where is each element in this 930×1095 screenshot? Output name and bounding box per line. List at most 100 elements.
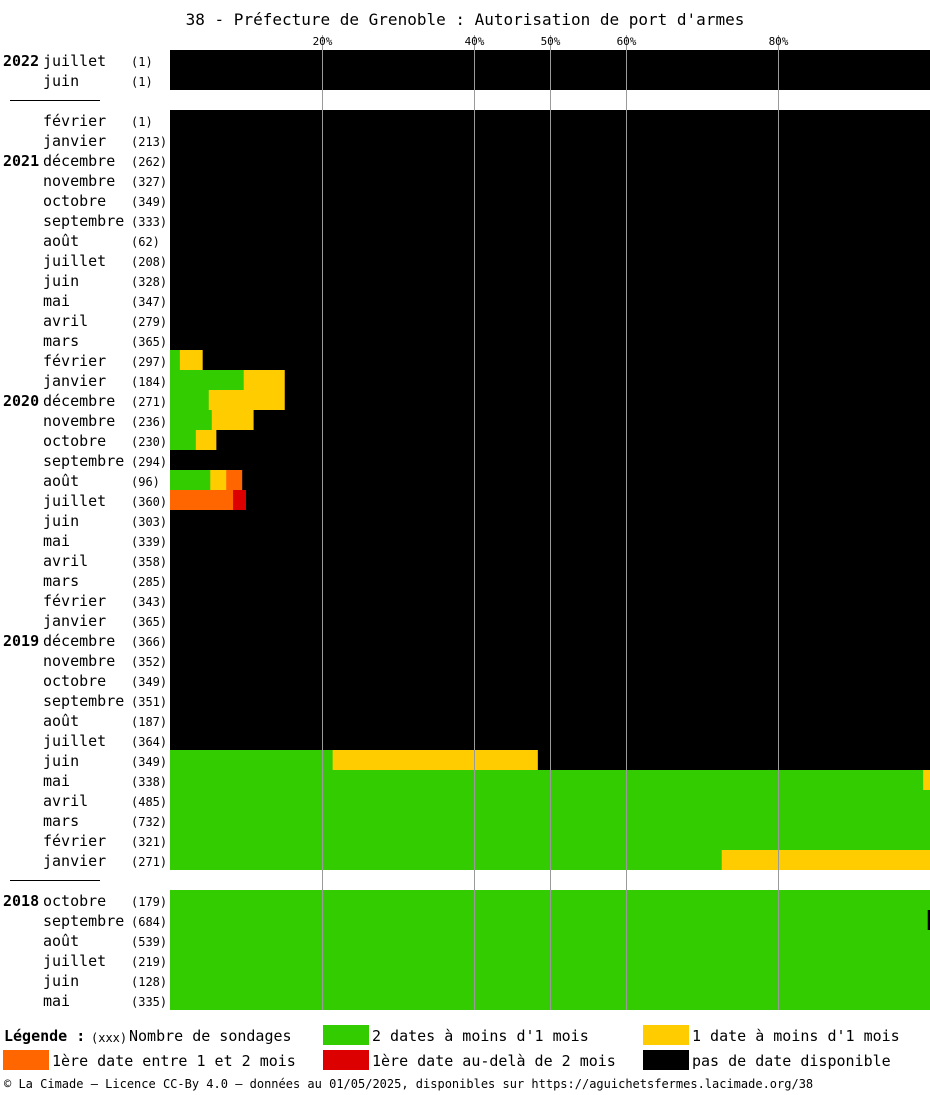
month-label: décembre <box>43 392 115 410</box>
legend-label-green: 2 dates à moins d'1 mois <box>372 1027 589 1045</box>
count-label: (62) <box>131 235 160 249</box>
count-label: (365) <box>131 335 167 349</box>
bar-segment-green <box>170 850 723 870</box>
bar-segment-yellow <box>208 390 286 410</box>
x-tick-label: 80% <box>769 35 789 48</box>
bar-segment-orange <box>170 490 234 510</box>
count-label: (294) <box>131 455 167 469</box>
month-label: juin <box>43 512 79 530</box>
x-tick-label: 40% <box>465 35 485 48</box>
month-label: février <box>43 592 106 610</box>
month-label: septembre <box>43 912 124 930</box>
bar-segment-red <box>233 490 247 510</box>
count-label: (485) <box>131 795 167 809</box>
count-label: (327) <box>131 175 167 189</box>
count-label: (179) <box>131 895 167 909</box>
bar-segment-yellow <box>195 430 217 450</box>
month-label: octobre <box>43 192 106 210</box>
year-label: 2020 <box>3 392 39 410</box>
legend-label-orange: 1ère date entre 1 et 2 mois <box>52 1052 296 1070</box>
month-label: avril <box>43 312 88 330</box>
legend-swatch-black <box>643 1050 689 1070</box>
year-label: 2019 <box>3 632 39 650</box>
bar-segment-green <box>170 910 929 930</box>
month-label: septembre <box>43 692 124 710</box>
count-label: (338) <box>131 775 167 789</box>
month-label: janvier <box>43 612 106 630</box>
count-label: (208) <box>131 255 167 269</box>
month-label: juin <box>43 972 79 990</box>
month-label: juillet <box>43 52 106 70</box>
row-labels: 2022 juillet (1)juin (1)février (1)janvier (2… <box>3 52 167 1010</box>
count-label: (279) <box>131 315 167 329</box>
bar-segment-black <box>284 370 930 390</box>
bar-segment-black <box>246 490 930 510</box>
month-label: novembre <box>43 652 115 670</box>
month-label: janvier <box>43 852 106 870</box>
count-label: (184) <box>131 375 167 389</box>
count-label: (365) <box>131 615 167 629</box>
bar-segment-yellow <box>721 850 930 870</box>
footer-credits: © La Cimade — Licence CC-By 4.0 — donnée… <box>4 1077 814 1091</box>
bar-segment-yellow <box>332 750 539 770</box>
count-label: (539) <box>131 935 167 949</box>
year-label: 2022 <box>3 52 39 70</box>
count-label: (732) <box>131 815 167 829</box>
month-label: mars <box>43 572 79 590</box>
count-label: (321) <box>131 835 167 849</box>
month-label: mars <box>43 812 79 830</box>
month-label: octobre <box>43 432 106 450</box>
count-label: (285) <box>131 575 167 589</box>
month-label: janvier <box>43 372 106 390</box>
bar-segment-green <box>170 350 181 370</box>
x-tick-labels: 20% 40% 50% 60% 80% <box>313 35 789 48</box>
gridlines <box>322 35 779 1010</box>
month-label: juin <box>43 72 79 90</box>
year-label: 2021 <box>3 152 39 170</box>
month-label: octobre <box>43 892 106 910</box>
legend: Légende : (xxx) Nombre de sondages 2 dat… <box>0 1025 930 1073</box>
bar-segment-green <box>170 430 197 450</box>
count-label: (335) <box>131 995 167 1009</box>
month-label: février <box>43 352 106 370</box>
count-label: (358) <box>131 555 167 569</box>
bar-segment-yellow <box>179 350 204 370</box>
bar-segment-orange <box>226 470 243 490</box>
count-label: (684) <box>131 915 167 929</box>
count-label: (333) <box>131 215 167 229</box>
month-label: mai <box>43 532 70 550</box>
month-label: septembre <box>43 212 124 230</box>
count-label: (271) <box>131 855 167 869</box>
bar-segment-yellow <box>210 470 227 490</box>
bar-segment-black <box>284 390 930 410</box>
count-label: (352) <box>131 655 167 669</box>
count-label: (347) <box>131 295 167 309</box>
month-label: septembre <box>43 452 124 470</box>
month-label: mai <box>43 992 70 1010</box>
legend-swatch-red <box>323 1050 369 1070</box>
bar-segment-black <box>537 750 930 770</box>
legend-label-red: 1ère date au-delà de 2 mois <box>372 1052 616 1070</box>
count-label: (366) <box>131 635 167 649</box>
legend-swatch-yellow <box>643 1025 689 1045</box>
month-label: août <box>43 712 79 730</box>
chart-title: 38 - Préfecture de Grenoble : Autorisati… <box>186 10 745 29</box>
count-label: (262) <box>131 155 167 169</box>
x-tick-label: 20% <box>313 35 333 48</box>
year-label: 2018 <box>3 892 39 910</box>
bar-segment-yellow <box>211 410 254 430</box>
bar-segment-black <box>202 350 930 370</box>
count-label: (187) <box>131 715 167 729</box>
bar-segment-yellow <box>923 770 930 790</box>
count-label: (349) <box>131 195 167 209</box>
month-label: décembre <box>43 632 115 650</box>
legend-label-black: pas de date disponible <box>692 1052 891 1070</box>
count-label: (339) <box>131 535 167 549</box>
month-label: juin <box>43 272 79 290</box>
count-label: (303) <box>131 515 167 529</box>
count-label: (349) <box>131 675 167 689</box>
count-label: (364) <box>131 735 167 749</box>
count-label: (96) <box>131 475 160 489</box>
month-label: décembre <box>43 152 115 170</box>
bar-segment-green <box>170 390 210 410</box>
